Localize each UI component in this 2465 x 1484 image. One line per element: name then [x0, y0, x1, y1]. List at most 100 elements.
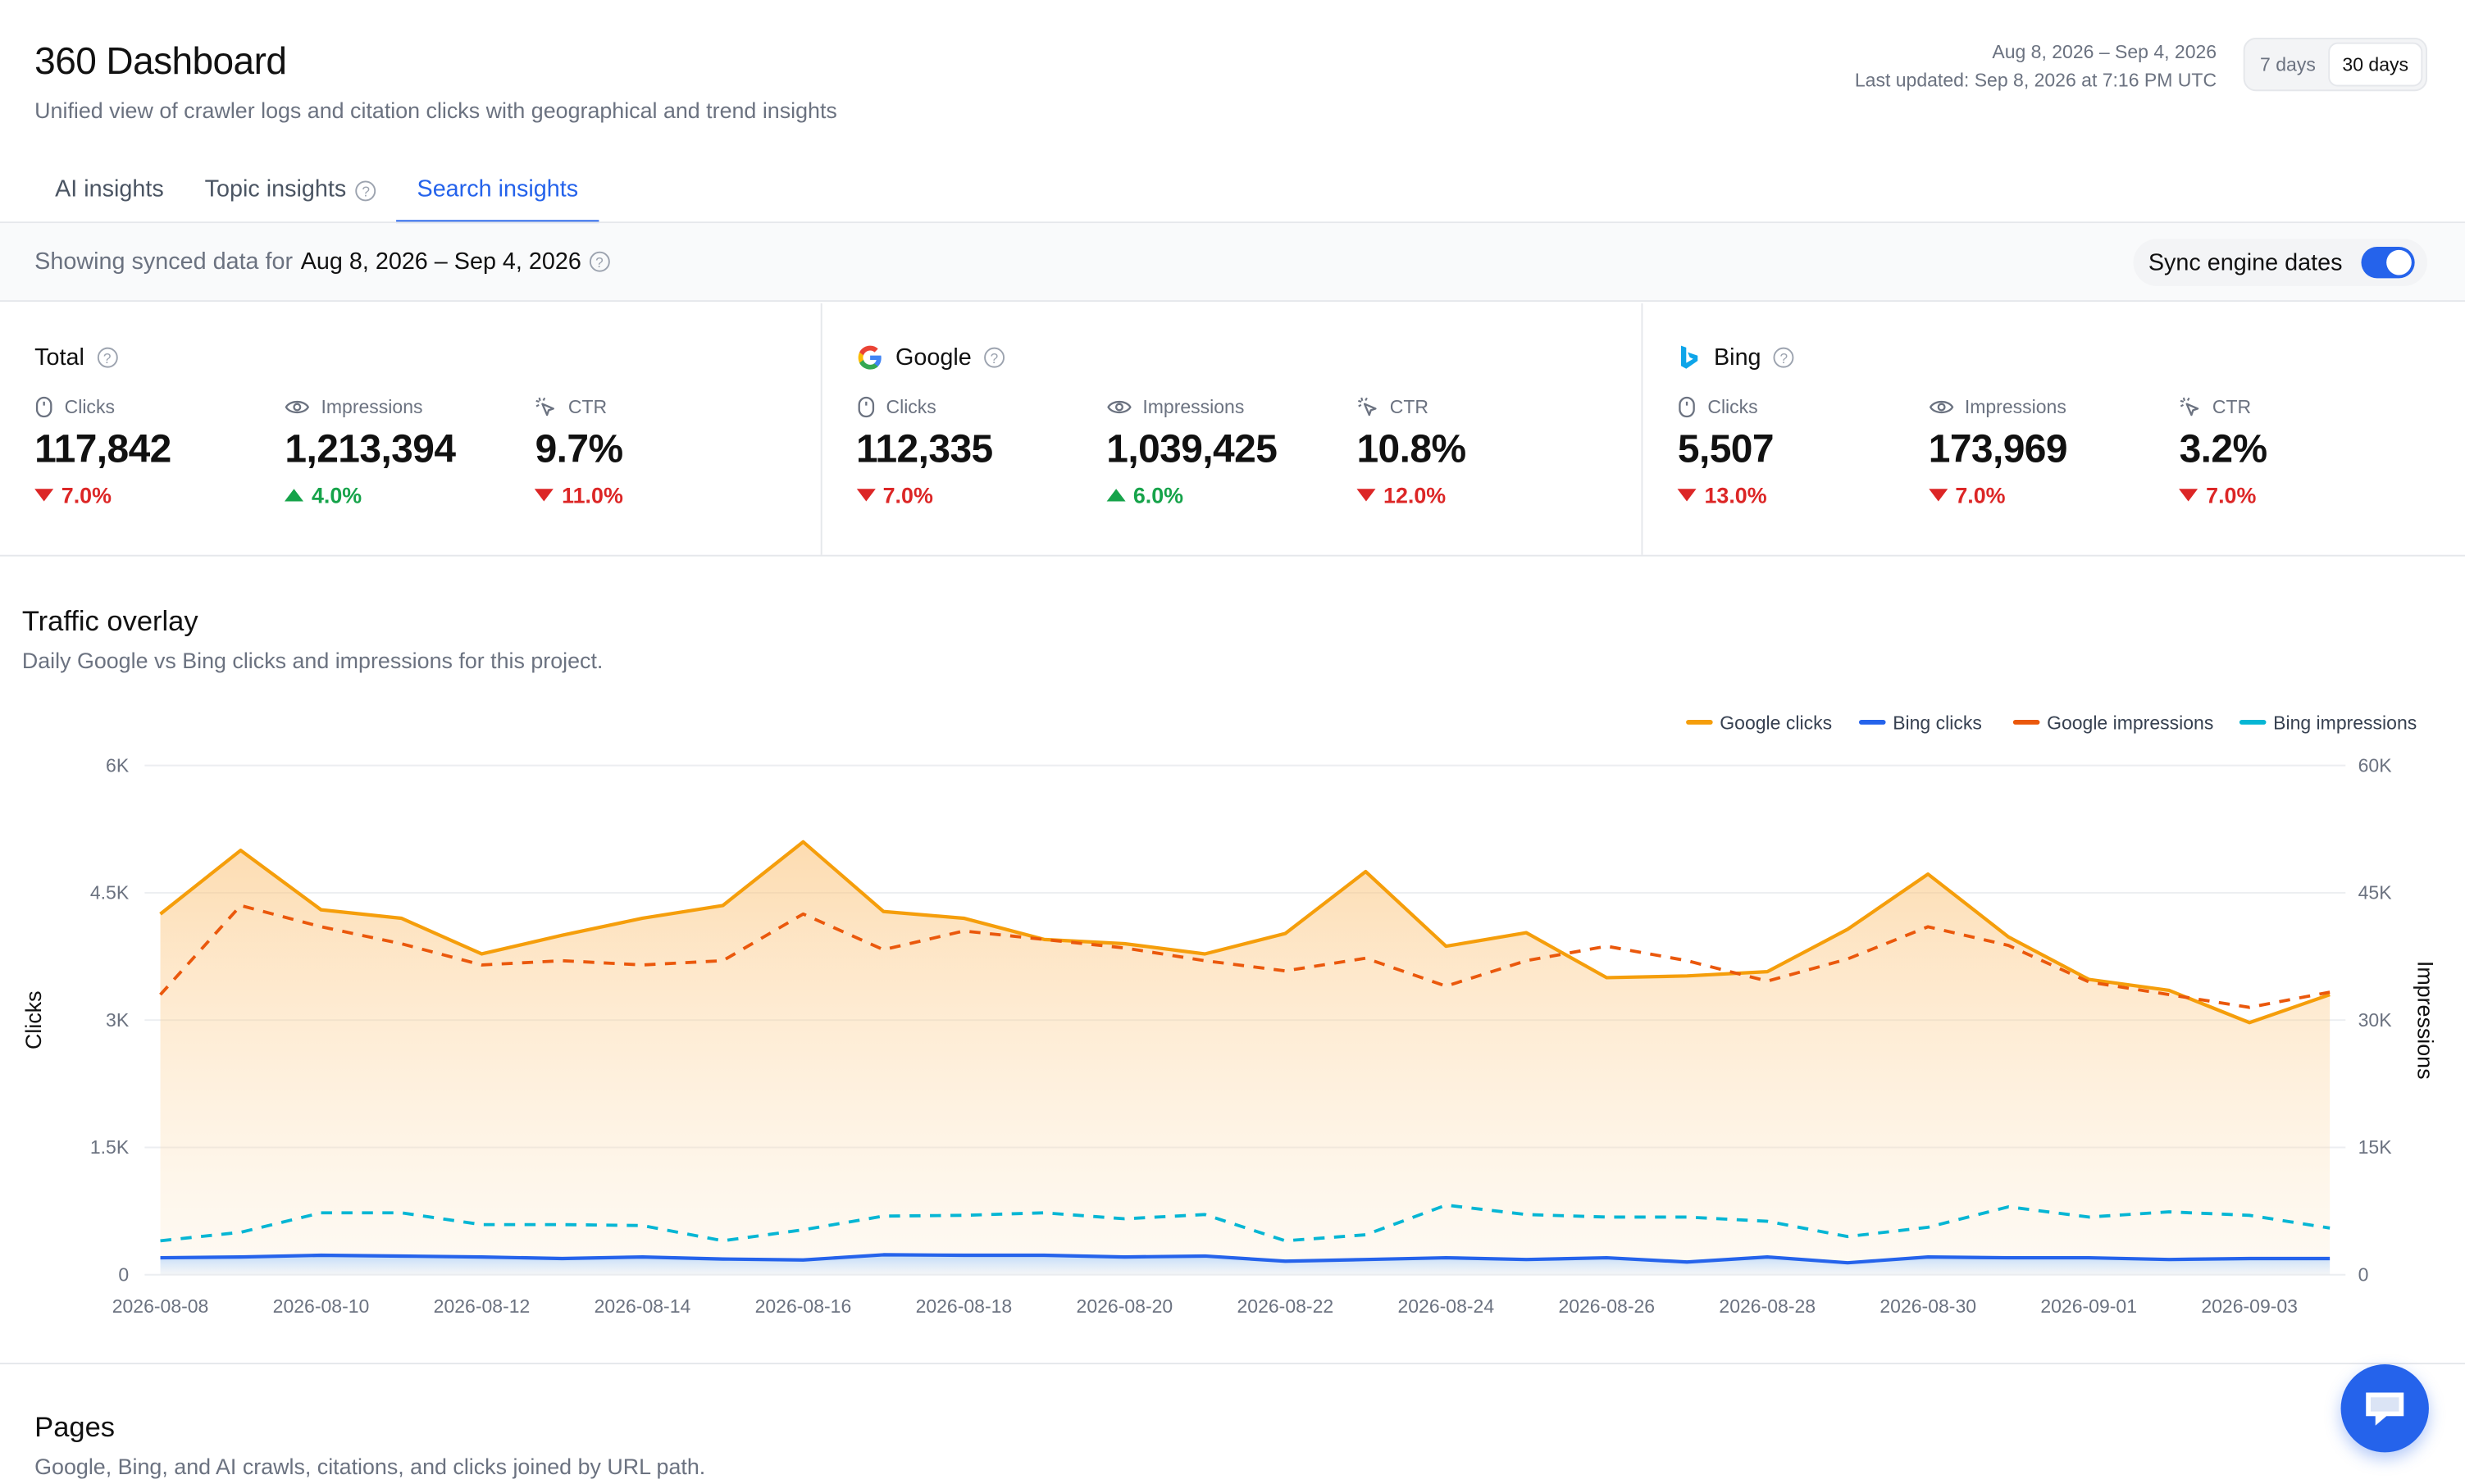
- metric-label: Clicks: [856, 396, 1106, 418]
- sync-text: Showing synced data for Aug 8, 2026 – Se…: [34, 248, 610, 275]
- x-tick-label: 2026-08-30: [1880, 1295, 1976, 1317]
- sync-prefix: Showing synced data for: [34, 248, 294, 275]
- bing-clicks-line: [160, 1253, 2331, 1265]
- tab-search-insights[interactable]: Search insights: [396, 157, 599, 224]
- google-impressions-line: [159, 904, 2331, 1009]
- metric-delta-text: 12.0%: [1383, 482, 1447, 508]
- metric-delta: 13.0%: [1677, 482, 1929, 508]
- x-tick-label: 2026-08-18: [916, 1295, 1013, 1317]
- metric-clicks: Clicks 117,842 7.0%: [34, 396, 285, 508]
- y2-tick-label: 45K: [2358, 882, 2393, 904]
- x-tick-label: 2026-08-24: [1397, 1295, 1494, 1317]
- triangle-down-icon: [1928, 489, 1948, 502]
- metric-value: 173,969: [1928, 427, 2068, 472]
- x-tick-label: 2026-08-12: [434, 1295, 531, 1317]
- metric-label: CTR: [1356, 396, 1606, 418]
- y2-tick-label: 30K: [2358, 1009, 2393, 1031]
- metric-label-text: Impressions: [1964, 396, 2066, 418]
- panel-total: Total ? Clicks 117,842 7.0% Impressions: [0, 303, 822, 555]
- y2-tick-label: 15K: [2358, 1136, 2393, 1158]
- page-subtitle: Unified view of crawler logs and citatio…: [34, 97, 837, 123]
- metric-delta: 7.0%: [856, 483, 1106, 508]
- pages-title: Pages: [34, 1411, 116, 1443]
- pages-subtitle: Google, Bing, and AI crawls, citations, …: [34, 1454, 706, 1479]
- last-updated-text: Last updated: Sep 8, 2026 at 7:16 PM UTC: [1854, 69, 2217, 92]
- page-title: 360 Dashboard: [34, 40, 287, 84]
- y-tick-label: 6K: [106, 754, 130, 776]
- triangle-down-icon: [1677, 489, 1697, 502]
- metric-delta-text: 7.0%: [1955, 482, 2006, 508]
- legend-label: Google impressions: [2047, 712, 2213, 734]
- sync-engine-dates-toggle[interactable]: [2361, 246, 2415, 279]
- tab-ai-insights[interactable]: AI insights: [34, 157, 185, 224]
- metric-clicks: Clicks 5,507 13.0%: [1677, 396, 1929, 508]
- range-30-days-button[interactable]: 30 days: [2328, 42, 2423, 87]
- triangle-down-icon: [856, 489, 876, 502]
- metric-impressions: Impressions 173,969 7.0%: [1928, 396, 2180, 508]
- metric-value: 112,335: [856, 427, 993, 472]
- panel-google: Google ? Clicks 112,335 7.0% Impressions: [822, 303, 1643, 555]
- x-tick-label: 2026-08-26: [1558, 1295, 1655, 1317]
- sync-range: Aug 8, 2026 – Sep 4, 2026: [300, 248, 581, 275]
- help-icon[interactable]: ?: [355, 180, 376, 202]
- cursor-click-icon: [2180, 397, 2199, 417]
- eye-icon: [1929, 400, 1953, 414]
- traffic-title: Traffic overlay: [21, 605, 198, 637]
- metric-delta-text: 13.0%: [1704, 482, 1767, 508]
- metric-label: Clicks: [1678, 396, 1929, 418]
- metric-value: 117,842: [34, 427, 171, 472]
- metric-row: Clicks 5,507 13.0% Impressions 173,969 7…: [1677, 396, 2431, 508]
- metric-delta-text: 7.0%: [2206, 482, 2257, 508]
- triangle-up-icon: [1106, 489, 1126, 502]
- metric-delta: 7.0%: [2179, 482, 2431, 508]
- google-clicks-line: [159, 840, 2331, 1025]
- triangle-down-icon: [34, 489, 54, 502]
- metric-clicks: Clicks 112,335 7.0%: [856, 396, 1106, 508]
- x-tick-label: 2026-08-20: [1077, 1295, 1173, 1317]
- chat-button[interactable]: [2340, 1364, 2429, 1453]
- triangle-down-icon: [2179, 489, 2198, 502]
- help-icon[interactable]: ?: [984, 347, 1005, 368]
- x-tick-label: 2026-08-28: [1719, 1295, 1816, 1317]
- help-icon[interactable]: ?: [97, 347, 118, 368]
- x-tick-label: 2026-08-10: [273, 1295, 370, 1317]
- traffic-chart: 0 0 1.5K 15K 3K 30K 4.5K 45K 6K 60K Clicks Impressi…: [21, 712, 2438, 1317]
- metric-value: 1,039,425: [1106, 427, 1278, 472]
- help-icon[interactable]: ?: [1773, 347, 1794, 368]
- range-7-days-button[interactable]: 7 days: [2260, 53, 2316, 76]
- chat-icon: [2366, 1392, 2404, 1426]
- triangle-down-icon: [535, 489, 554, 502]
- legend-label: Bing clicks: [1893, 712, 1982, 734]
- y2-tick-label: 0: [2358, 1263, 2369, 1285]
- metric-label-text: Impressions: [321, 396, 423, 418]
- range-info: Aug 8, 2026 – Sep 4, 2026 Last updated: …: [1855, 38, 2217, 94]
- help-icon[interactable]: ?: [589, 251, 610, 272]
- metric-label-text: Impressions: [1142, 396, 1245, 418]
- panel-title: Bing: [1713, 344, 1761, 371]
- panel-title: Google: [895, 344, 972, 371]
- x-tick-label: 2026-08-16: [755, 1295, 852, 1317]
- metric-delta: 7.0%: [1928, 482, 2180, 508]
- metric-value: 9.7%: [535, 427, 624, 472]
- sync-toggle-container: Sync engine dates: [2132, 239, 2428, 286]
- sync-toggle-label: Sync engine dates: [2148, 248, 2343, 276]
- google-logo: [857, 345, 881, 370]
- x-tick-label: 2026-09-03: [2201, 1295, 2298, 1317]
- cursor-click-icon: [536, 397, 555, 417]
- metric-label-text: CTR: [2212, 396, 2252, 418]
- metric-delta-text: 6.0%: [1132, 482, 1184, 508]
- panel-header: Bing ?: [1678, 344, 2431, 371]
- x-tick-label: 2026-08-22: [1237, 1295, 1334, 1317]
- mouse-icon: [1679, 396, 1696, 418]
- google-clicks-area: [160, 841, 2331, 1275]
- metric-label: Impressions: [1106, 396, 1356, 418]
- tab-topic-insights[interactable]: Topic insights ?: [185, 157, 397, 224]
- bing-impressions-line: [160, 1203, 2331, 1243]
- metric-label-text: Clicks: [64, 396, 115, 418]
- mouse-icon: [35, 396, 52, 418]
- metric-label-text: CTR: [1389, 396, 1429, 418]
- y-tick-label: 4.5K: [90, 882, 130, 904]
- metric-label: CTR: [535, 396, 786, 418]
- cursor-click-icon: [1358, 397, 1377, 417]
- legend-label: Bing impressions: [2273, 712, 2417, 734]
